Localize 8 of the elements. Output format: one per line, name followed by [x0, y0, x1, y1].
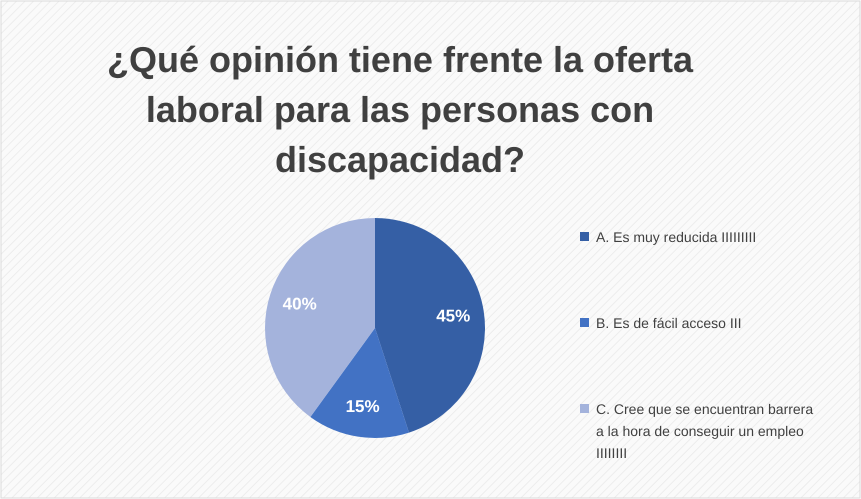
legend-label: C. Cree que se encuentran barrera a la hora de conseguir un empleo IIIIIIII	[596, 401, 814, 461]
data-label: 40%	[282, 294, 317, 314]
chart-title: ¿Qué opinión tiene frente la oferta laboral para las personas con discapacidad?	[106, 39, 694, 180]
pie-slice	[310, 328, 409, 438]
legend-label: A. Es muy reducida IIIIIIIII	[596, 229, 756, 245]
legend-label: B. Es de fácil acceso III	[596, 315, 742, 331]
data-label: 15%	[346, 397, 380, 416]
data-label: 45%	[436, 306, 470, 326]
